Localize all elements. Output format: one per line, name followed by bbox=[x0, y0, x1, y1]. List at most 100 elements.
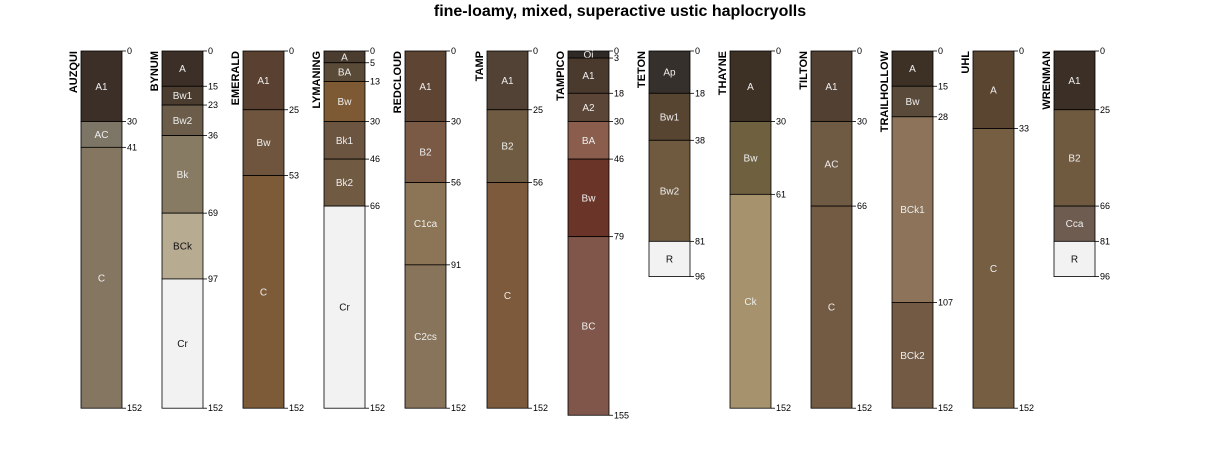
depth-label: 96 bbox=[1100, 272, 1110, 282]
horizon-rect bbox=[567, 121, 610, 160]
depth-label: 0 bbox=[370, 46, 375, 56]
profile-name: THAYNE bbox=[717, 51, 729, 95]
depth-label: 0 bbox=[533, 46, 538, 56]
horizon-label: Cr bbox=[177, 339, 188, 350]
horizon-c: C 56 152 bbox=[486, 178, 548, 413]
depth-label: 13 bbox=[370, 77, 380, 87]
horizon-rect bbox=[404, 121, 447, 183]
horizon-a1: A1 3 bbox=[567, 53, 619, 94]
horizon-bk2: Bk2 46 bbox=[323, 154, 380, 207]
horizon-rect bbox=[729, 193, 772, 409]
depth-label: 0 bbox=[695, 46, 700, 56]
profile-name: WRENMAN bbox=[1041, 51, 1053, 110]
horizon-rect bbox=[486, 50, 529, 111]
horizon-b2: B2 25 bbox=[486, 105, 543, 183]
depth-label: 0 bbox=[938, 46, 943, 56]
horizon-label: BCk2 bbox=[900, 351, 925, 362]
depth-label: 152 bbox=[1019, 403, 1034, 413]
depth-label: 25 bbox=[1100, 105, 1110, 115]
horizon-ba: BA 30 bbox=[567, 117, 624, 160]
profile-name: REDCLOUD bbox=[392, 51, 404, 113]
depth-label: 56 bbox=[533, 178, 543, 188]
depth-label: 0 bbox=[1100, 46, 1105, 56]
depth-label: 33 bbox=[1019, 124, 1029, 134]
horizon-bck1: BCk1 28 bbox=[891, 112, 948, 303]
horizon-bck: BCk 69 bbox=[161, 208, 218, 280]
horizon-b2: B2 25 bbox=[1053, 105, 1110, 207]
depth-label: 3 bbox=[614, 53, 619, 63]
depth-label: 69 bbox=[208, 208, 218, 218]
horizon-rect bbox=[161, 212, 204, 280]
horizon-rect bbox=[567, 57, 610, 94]
depth-label: 107 bbox=[938, 297, 953, 307]
horizon-b2: B2 30 bbox=[404, 117, 461, 183]
horizon-label: Bw2 bbox=[660, 186, 680, 197]
horizon-cr: Cr 66 152 bbox=[323, 201, 385, 413]
depth-label: 152 bbox=[370, 403, 385, 413]
horizon-label: Ap bbox=[663, 68, 676, 79]
horizon-a1: A1 0 bbox=[486, 46, 538, 111]
horizon-label: A1 bbox=[95, 82, 108, 93]
profile-tampico: TAMPICO Oi 0 A1 3 A2 18 BA 30 Bw 46 BC 79 155 bbox=[555, 46, 629, 420]
depth-label: 152 bbox=[533, 403, 548, 413]
horizon-bw2: Bw2 23 bbox=[161, 100, 218, 137]
depth-label: 15 bbox=[208, 81, 218, 91]
depth-label: 18 bbox=[695, 88, 705, 98]
depth-label: 0 bbox=[208, 46, 213, 56]
horizon-rect bbox=[648, 50, 691, 94]
horizon-rect bbox=[729, 121, 772, 195]
depth-label: 30 bbox=[451, 117, 461, 127]
horizon-rect bbox=[161, 278, 204, 409]
depth-label: 0 bbox=[614, 46, 619, 56]
profile-name: LYMANING bbox=[311, 51, 323, 109]
depth-label: 30 bbox=[776, 117, 786, 127]
horizon-rect bbox=[323, 205, 366, 409]
horizon-label: Bk1 bbox=[336, 136, 354, 147]
horizon-label: Cca bbox=[1066, 219, 1084, 230]
horizon-label: A2 bbox=[582, 103, 595, 114]
horizon-r: R 81 96 bbox=[648, 236, 705, 282]
horizon-cca: Cca 66 bbox=[1053, 201, 1110, 242]
depth-label: 152 bbox=[208, 403, 223, 413]
horizon-label: Bw bbox=[906, 97, 921, 108]
depth-label: 30 bbox=[857, 117, 867, 127]
horizon-label: Bk bbox=[177, 170, 190, 181]
horizon-a1: A1 0 bbox=[1053, 46, 1105, 111]
horizon-label: BA bbox=[338, 68, 352, 79]
horizon-label: Bw1 bbox=[660, 112, 680, 123]
profile-name: AUZQUI bbox=[68, 51, 80, 93]
profile-emerald: EMERALD A1 0 Bw 25 C 53 152 bbox=[230, 46, 304, 413]
horizon-rect bbox=[1053, 109, 1096, 207]
profile-name: TAMP bbox=[474, 51, 486, 81]
depth-label: 30 bbox=[614, 117, 624, 127]
depth-label: 36 bbox=[208, 131, 218, 141]
horizon-rect bbox=[80, 50, 123, 122]
depth-label: 91 bbox=[451, 260, 461, 270]
depth-label: 30 bbox=[127, 117, 137, 127]
horizon-label: A1 bbox=[501, 76, 514, 87]
horizon-label: Bw bbox=[338, 97, 353, 108]
depth-label: 66 bbox=[370, 201, 380, 211]
profile-teton: TETON Ap 0 Bw1 18 Bw2 38 R 81 96 bbox=[636, 46, 705, 282]
horizon-label: B2 bbox=[501, 142, 514, 153]
profile-name: TILTON bbox=[798, 51, 810, 90]
horizon-label: AC bbox=[825, 159, 839, 170]
profile-auzqui: AUZQUI A1 0 AC 30 C 41 152 bbox=[68, 46, 142, 413]
depth-label: 53 bbox=[289, 171, 299, 181]
horizon-bw: Bw 30 bbox=[729, 117, 786, 195]
horizon-bw1: Bw1 18 bbox=[648, 88, 705, 141]
horizon-label: A1 bbox=[257, 76, 270, 87]
horizon-c1ca: C1ca 56 bbox=[404, 178, 461, 266]
horizon-label: C2cs bbox=[414, 332, 437, 343]
depth-label: 30 bbox=[370, 117, 380, 127]
depth-label: 152 bbox=[938, 403, 953, 413]
horizon-bk1: Bk1 30 bbox=[323, 117, 380, 160]
depth-label: 0 bbox=[776, 46, 781, 56]
depth-label: 66 bbox=[1100, 201, 1110, 211]
horizon-rect bbox=[648, 240, 691, 278]
horizon-label: Oi bbox=[584, 50, 594, 61]
horizon-rect bbox=[810, 205, 853, 409]
